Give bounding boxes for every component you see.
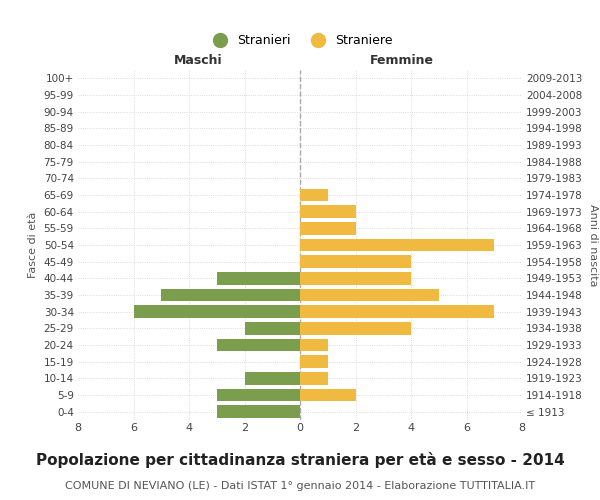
Bar <box>133 306 300 318</box>
Bar <box>245 322 300 334</box>
Legend: Stranieri, Straniere: Stranieri, Straniere <box>207 34 393 47</box>
Bar <box>300 306 494 318</box>
Bar <box>300 188 328 201</box>
Bar <box>300 388 355 401</box>
Bar <box>300 222 355 234</box>
Text: Femmine: Femmine <box>370 54 434 66</box>
Text: Popolazione per cittadinanza straniera per età e sesso - 2014: Popolazione per cittadinanza straniera p… <box>35 452 565 468</box>
Bar <box>300 256 411 268</box>
Bar <box>300 272 411 284</box>
Bar <box>300 372 328 384</box>
Text: COMUNE DI NEVIANO (LE) - Dati ISTAT 1° gennaio 2014 - Elaborazione TUTTITALIA.IT: COMUNE DI NEVIANO (LE) - Dati ISTAT 1° g… <box>65 481 535 491</box>
Bar <box>300 288 439 301</box>
Bar <box>217 338 300 351</box>
Y-axis label: Fasce di età: Fasce di età <box>28 212 38 278</box>
Bar <box>217 406 300 418</box>
Bar <box>217 388 300 401</box>
Bar <box>300 322 411 334</box>
Y-axis label: Anni di nascita: Anni di nascita <box>589 204 598 286</box>
Bar <box>300 206 355 218</box>
Bar <box>161 288 300 301</box>
Text: Maschi: Maschi <box>173 54 222 66</box>
Bar <box>217 272 300 284</box>
Bar <box>300 338 328 351</box>
Bar <box>300 239 494 251</box>
Bar <box>245 372 300 384</box>
Bar <box>300 356 328 368</box>
